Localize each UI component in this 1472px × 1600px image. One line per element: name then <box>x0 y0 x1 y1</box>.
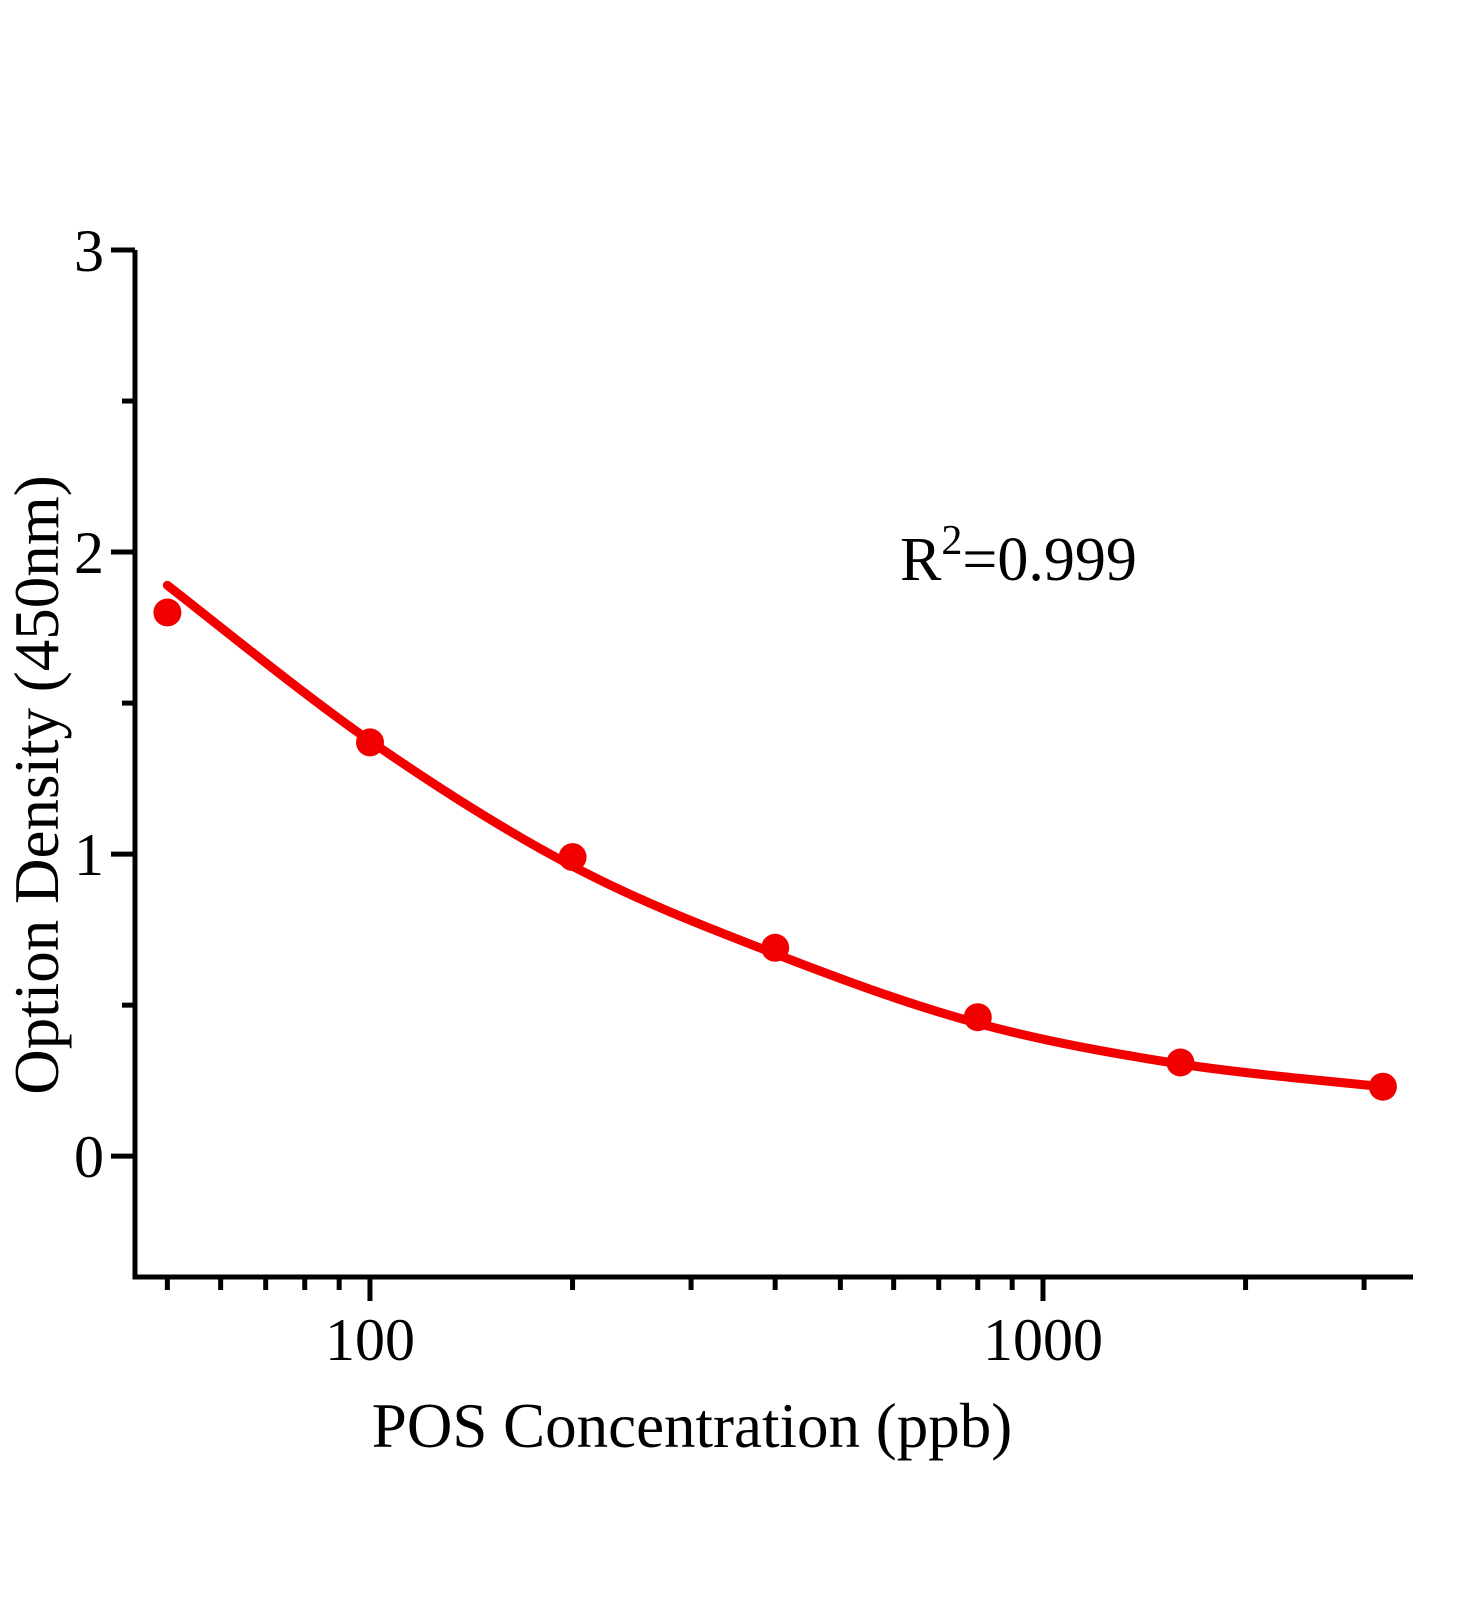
r-squared-superscript: 2 <box>941 518 962 564</box>
data-point <box>558 843 587 872</box>
y-tick-label: 1 <box>74 822 104 888</box>
y-tick-label: 3 <box>74 218 104 284</box>
r-squared-value: =0.999 <box>962 526 1136 594</box>
data-point <box>1166 1048 1195 1077</box>
x-axis-title: POS Concentration (ppb) <box>372 1391 1012 1461</box>
y-tick-label: 2 <box>74 520 104 586</box>
data-point <box>1368 1072 1397 1101</box>
fit-curve <box>162 580 1388 1092</box>
data-point <box>963 1003 992 1032</box>
tick-labels: 0 1 2 3 100 1000 <box>74 218 1103 1373</box>
data-point <box>356 728 384 757</box>
r-squared-base: R <box>900 526 942 594</box>
fit-curve-layer <box>162 580 1388 1092</box>
data-point-layer <box>153 598 1397 1101</box>
x-tick-label: 1000 <box>983 1307 1103 1373</box>
y-tick-label: 0 <box>74 1124 104 1190</box>
x-tick-label: 100 <box>325 1307 415 1373</box>
r-squared-annotation: R2=0.999 <box>900 518 1137 594</box>
axis-ticks <box>111 247 1367 1301</box>
y-axis-title: Option Density (450nm) <box>2 475 72 1094</box>
data-point <box>761 933 790 962</box>
data-point <box>153 598 182 627</box>
axis-lines <box>132 250 1413 1280</box>
